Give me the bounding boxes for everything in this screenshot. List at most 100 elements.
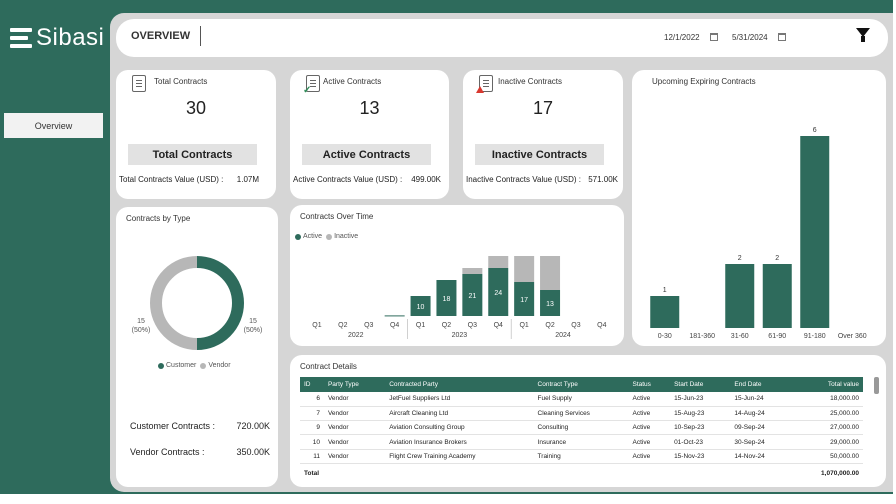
start-date-picker[interactable]: 12/1/2022 — [664, 28, 718, 46]
column-header[interactable]: Total value — [790, 377, 863, 392]
end-date-picker[interactable]: 5/31/2024 — [732, 28, 786, 46]
bar-active[interactable] — [462, 274, 483, 316]
x-tick-label: Q1 — [416, 322, 425, 329]
table-row[interactable]: 11 Vendor Flight Crew Training Academy Trai… — [300, 449, 863, 464]
x-tick-label: Q3 — [571, 322, 580, 329]
bar-inactive[interactable] — [462, 268, 483, 274]
kpi-card-total: Total Contracts 30 Total Contracts Total… — [116, 70, 276, 199]
table-cell: Vendor — [323, 420, 386, 436]
x-tick-label: Q2 — [442, 322, 451, 329]
time-legend: Active Inactive — [295, 233, 362, 240]
legend-inactive-label[interactable]: Inactive — [334, 233, 359, 240]
table-cell: 30-Sep-24 — [730, 434, 791, 450]
table-row[interactable]: 7 Vendor Aircraft Cleaning Ltd Cleaning Ser… — [300, 406, 863, 422]
bar-inactive[interactable] — [488, 256, 509, 268]
bar-data-label: 17 — [520, 297, 528, 304]
x-tick-label: Q1 — [519, 322, 528, 329]
kpi-value-label: Inactive Contracts Value (USD) : — [466, 175, 582, 184]
expiring-bar[interactable] — [800, 136, 830, 328]
table-total-row: Total 1,070,000.00 — [300, 462, 863, 484]
header-divider — [200, 26, 201, 46]
x-tick-label: Q2 — [545, 322, 554, 329]
column-header[interactable]: Start Date — [670, 377, 731, 392]
brand-name: Sibasi — [36, 24, 105, 51]
table-cell: 9 — [300, 420, 324, 436]
column-header[interactable]: Status — [628, 377, 671, 392]
page-title: OVERVIEW — [131, 30, 191, 42]
legend-vendor-swatch — [200, 362, 207, 369]
active-contracts-button[interactable]: Active Contracts — [302, 144, 431, 165]
table-cell: 15-Jun-23 — [670, 392, 731, 407]
vendor-summary: Vendor Contracts : 350.00K — [130, 447, 270, 457]
section-title: Contracts Over Time — [300, 212, 374, 221]
calendar-icon[interactable] — [709, 33, 718, 41]
table-cell: Active — [628, 420, 671, 436]
contract-details-table: ID Party Type Contracted Party Contract Typ… — [300, 377, 863, 484]
filter-icon[interactable] — [856, 28, 870, 42]
x-tick-label: Q3 — [364, 322, 373, 329]
column-header[interactable]: Party Type — [323, 377, 386, 392]
column-header[interactable]: Contracted Party — [385, 377, 534, 392]
table-cell: Cleaning Services — [533, 406, 629, 422]
bar-data-label: 13 — [546, 301, 554, 308]
expiring-bar[interactable] — [650, 296, 680, 328]
legend-active-label[interactable]: Active — [303, 233, 323, 240]
bar-active[interactable] — [540, 290, 561, 316]
year-group-label: 2023 — [452, 332, 468, 339]
table-cell: 10 — [300, 434, 324, 450]
column-header[interactable]: ID — [300, 377, 324, 392]
donut-slice-vendor[interactable] — [150, 256, 198, 350]
brand-logo: Sibasi — [10, 24, 104, 52]
expiring-bar[interactable] — [762, 264, 792, 328]
table-cell: 50,000.00 — [790, 449, 863, 464]
bar-active[interactable] — [436, 280, 457, 316]
table-cell: Vendor — [323, 392, 386, 407]
customer-summary-value: 720.00K — [236, 421, 270, 431]
nav-overview-button[interactable]: Overview — [4, 113, 103, 138]
bar-data-label: 2 — [738, 255, 742, 262]
table-cell: 14-Nov-24 — [730, 449, 791, 464]
kpi-count: 30 — [185, 98, 207, 118]
bar-active[interactable] — [410, 296, 431, 316]
bar-active[interactable] — [384, 315, 405, 317]
table-row[interactable]: 9 Vendor Aviation Consulting Group Consulti… — [300, 420, 863, 436]
legend-inactive-swatch — [326, 233, 333, 240]
inactive-contracts-button[interactable]: Inactive Contracts — [475, 144, 604, 165]
x-tick-label: Q1 — [312, 322, 321, 329]
kpi-title: Total Contracts — [154, 77, 208, 86]
expiring-bar[interactable] — [725, 264, 755, 328]
table-cell: 10-Sep-23 — [670, 420, 731, 436]
end-date-value: 5/31/2024 — [732, 32, 768, 42]
bar-inactive[interactable] — [514, 256, 535, 282]
section-title: Contracts by Type — [126, 214, 191, 223]
donut-slice-customer[interactable] — [196, 256, 244, 350]
calendar-icon[interactable] — [777, 33, 786, 41]
kpi-value-row: Inactive Contracts Value (USD) : 571.00K — [463, 175, 623, 184]
column-header[interactable]: Contract Type — [533, 377, 629, 392]
table-cell: JetFuel Suppliers Ltd — [385, 392, 534, 407]
legend-customer-label[interactable]: Customer — [166, 362, 197, 369]
total-label: Total — [300, 462, 791, 484]
total-contracts-button[interactable]: Total Contracts — [128, 144, 257, 165]
donut-legend: Customer Vendor — [158, 362, 235, 369]
table-cell: 29,000.00 — [790, 434, 863, 450]
column-header[interactable]: End Date — [730, 377, 791, 392]
table-scrollbar[interactable] — [874, 377, 879, 394]
expiring-bar-chart: 1 0-30 181-360 2 31-60 2 61-90 6 91-180 Over 360 — [650, 127, 867, 340]
table-cell: 14-Aug-24 — [730, 406, 791, 422]
table-cell: Aircraft Cleaning Ltd — [385, 406, 534, 422]
table-row[interactable]: 10 Vendor Aviation Insurance Brokers Insura… — [300, 434, 863, 450]
bar-active[interactable] — [488, 268, 509, 316]
kpi-count: 13 — [359, 98, 380, 118]
vendor-summary-value: 350.00K — [236, 447, 270, 457]
kpi-value-row: Active Contracts Value (USD) : 499.00K — [290, 175, 449, 184]
table-row[interactable]: 6 Vendor JetFuel Suppliers Ltd Fuel Supply A… — [300, 392, 863, 407]
kpi-value-row: Total Contracts Value (USD) : 1.07M — [116, 175, 276, 184]
logo-mark-icon — [10, 28, 32, 48]
section-title: Upcoming Expiring Contracts — [652, 77, 756, 86]
bar-active[interactable] — [514, 282, 535, 316]
table-cell: 7 — [300, 406, 324, 422]
x-tick-label: Q4 — [597, 322, 606, 329]
legend-vendor-label[interactable]: Vendor — [208, 362, 231, 369]
bar-inactive[interactable] — [540, 256, 561, 290]
